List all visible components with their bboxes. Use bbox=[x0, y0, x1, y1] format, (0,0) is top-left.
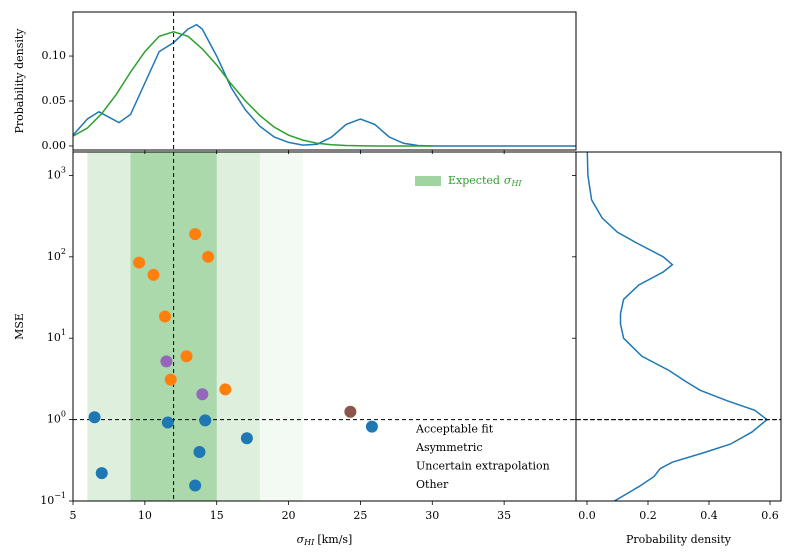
legend-patch bbox=[415, 176, 441, 186]
tick-exponent: 3 bbox=[61, 165, 66, 174]
data-point bbox=[189, 479, 202, 492]
data-point bbox=[147, 268, 160, 281]
y-tick-label: 0.00 bbox=[42, 139, 67, 152]
data-point bbox=[164, 373, 177, 386]
y-tick-label: 102 bbox=[47, 247, 66, 263]
tick-exponent: −1 bbox=[54, 491, 66, 500]
data-point bbox=[196, 388, 209, 401]
unit: [km/s] bbox=[317, 533, 352, 546]
legend-label: Expected σHI bbox=[448, 174, 522, 188]
tick-base: 10 bbox=[47, 413, 61, 426]
tick-exponent: 2 bbox=[61, 247, 66, 256]
symbol: σ bbox=[297, 533, 305, 546]
data-point bbox=[160, 355, 173, 368]
legend-label: Uncertain extrapolation bbox=[416, 460, 550, 473]
x-tick-label: 0.2 bbox=[639, 509, 657, 522]
tick-base: 10 bbox=[40, 494, 54, 507]
legend-text: Expected bbox=[448, 174, 500, 187]
x-tick-label: 15 bbox=[210, 509, 224, 522]
legend-label: Other bbox=[416, 478, 449, 491]
data-point bbox=[88, 411, 101, 424]
y-tick-label: 0.05 bbox=[42, 94, 67, 107]
tick-base: 10 bbox=[47, 250, 61, 263]
density-curve bbox=[72, 31, 433, 147]
x-axis-label: Probability density bbox=[626, 533, 732, 546]
y-tick-label: 101 bbox=[47, 328, 66, 344]
tick-exponent: 1 bbox=[61, 328, 66, 337]
y-tick-label: 10−1 bbox=[40, 491, 66, 507]
y-axis-label: MSE bbox=[13, 313, 26, 340]
x-tick-label: 35 bbox=[497, 509, 511, 522]
data-point bbox=[161, 416, 174, 429]
data-point bbox=[219, 383, 232, 396]
symbol: σ bbox=[504, 174, 512, 187]
subscript: HI bbox=[303, 538, 315, 547]
y-tick-label: 100 bbox=[47, 410, 66, 426]
data-point bbox=[133, 256, 146, 269]
y-axis-label: Probability density bbox=[13, 28, 26, 134]
frame bbox=[575, 151, 782, 502]
data-point bbox=[158, 310, 171, 323]
data-point bbox=[95, 467, 108, 480]
y-tick-label: 103 bbox=[47, 165, 66, 181]
x-tick-label: 25 bbox=[353, 509, 367, 522]
x-tick-label: 5 bbox=[70, 509, 77, 522]
tick-base: 10 bbox=[47, 168, 61, 181]
subscript: HI bbox=[510, 179, 522, 188]
data-point bbox=[344, 405, 357, 418]
expected-band bbox=[87, 152, 303, 501]
data-point bbox=[240, 432, 253, 445]
x-tick-label: 20 bbox=[282, 509, 296, 522]
x-tick-label: 0.4 bbox=[700, 509, 718, 522]
data-point bbox=[193, 445, 206, 458]
frame bbox=[72, 11, 577, 151]
density-curve bbox=[586, 151, 769, 502]
data-point bbox=[189, 228, 202, 241]
legend-label: Acceptable fit bbox=[415, 423, 494, 436]
data-point bbox=[365, 420, 378, 433]
data-point bbox=[202, 250, 215, 263]
x-tick-label: 30 bbox=[425, 509, 439, 522]
x-axis-label: σHI [km/s] bbox=[297, 533, 353, 547]
x-tick-label: 10 bbox=[138, 509, 152, 522]
tick-base: 10 bbox=[47, 331, 61, 344]
legend-label: Asymmetric bbox=[415, 441, 483, 454]
tick-exponent: 0 bbox=[61, 410, 66, 419]
data-point bbox=[199, 414, 212, 427]
density-curve bbox=[72, 23, 576, 147]
x-tick-label: 0.6 bbox=[761, 509, 779, 522]
y-tick-label: 0.10 bbox=[42, 49, 67, 62]
data-point bbox=[180, 350, 193, 363]
x-tick-label: 0.0 bbox=[578, 509, 596, 522]
